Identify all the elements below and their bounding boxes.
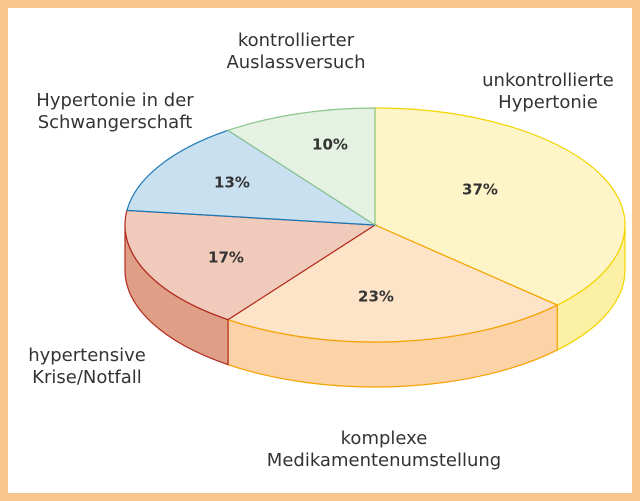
value-label: 13%	[214, 174, 250, 192]
slice	[226, 107, 376, 227]
category-label: komplexe Medikamentenumstellung	[266, 428, 502, 471]
value-label: 23%	[358, 288, 394, 306]
category-label: kontrollierter Auslassversuch	[226, 30, 366, 73]
slice	[374, 107, 626, 306]
value-label: 17%	[208, 249, 244, 267]
category-label: Hypertonie in der Schwangerschaft	[36, 90, 194, 133]
value-label: 10%	[312, 136, 348, 154]
category-label: hypertensive Krise/Notfall	[28, 345, 146, 388]
slice	[126, 129, 378, 226]
slice	[124, 209, 377, 321]
value-label: 37%	[462, 181, 498, 199]
slice	[226, 224, 559, 343]
category-label: unkontrollierte Hypertonie	[482, 70, 614, 113]
